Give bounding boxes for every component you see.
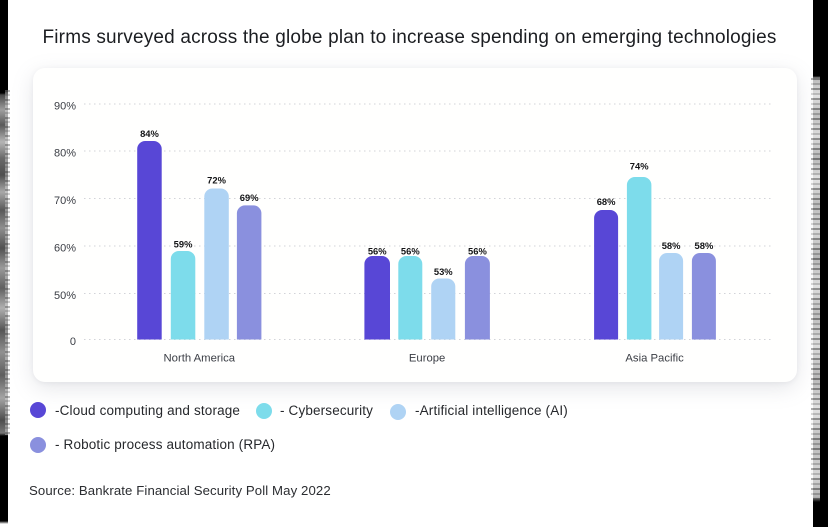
svg-text:69%: 69% — [240, 192, 259, 203]
svg-text:59%: 59% — [174, 239, 193, 250]
svg-text:58%: 58% — [695, 240, 714, 251]
svg-text:50%: 50% — [54, 290, 76, 302]
svg-text:Asia Pacific: Asia Pacific — [625, 353, 684, 365]
svg-text:56%: 56% — [468, 246, 487, 257]
svg-text:56%: 56% — [368, 246, 387, 257]
svg-text:90%: 90% — [54, 100, 76, 112]
svg-text:72%: 72% — [207, 174, 226, 185]
svg-text:74%: 74% — [630, 160, 649, 171]
svg-text:70%: 70% — [54, 195, 76, 207]
svg-text:Europe: Europe — [409, 353, 445, 365]
svg-text:68%: 68% — [597, 196, 616, 207]
svg-text:80%: 80% — [54, 147, 76, 159]
svg-text:53%: 53% — [434, 266, 453, 277]
svg-text:North America: North America — [164, 353, 236, 365]
svg-text:58%: 58% — [662, 240, 681, 251]
svg-text:56%: 56% — [401, 246, 420, 257]
svg-text:84%: 84% — [140, 128, 159, 139]
svg-text:0: 0 — [70, 336, 76, 348]
svg-text:60%: 60% — [54, 242, 76, 254]
